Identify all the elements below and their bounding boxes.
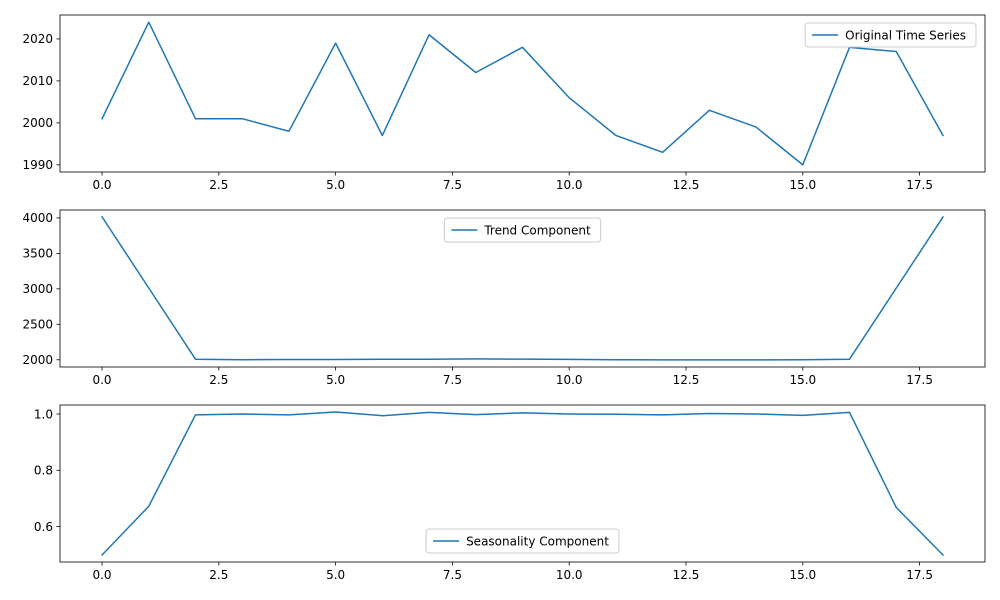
seasonality-y-tick-label: 0.6 bbox=[34, 520, 53, 534]
trend-component-panel: 0.0 2.5 5.0 7.5 10.0 12.5 15.0 17.5 2000 2500 3000… bbox=[22, 209, 986, 387]
trend-series-line bbox=[101, 215, 944, 361]
trend-y-tick-label: 2000 bbox=[22, 353, 53, 367]
seasonality-x-tick-label: 15.0 bbox=[789, 568, 816, 582]
original-x-tick-label: 17.5 bbox=[906, 178, 933, 192]
seasonality-x-tick-label: 10.0 bbox=[556, 568, 583, 582]
seasonality-x-tick-label: 12.5 bbox=[673, 568, 700, 582]
seasonality-x-tick-label: 17.5 bbox=[906, 568, 933, 582]
original-y-tick-label: 1990 bbox=[22, 158, 53, 172]
seasonality-y-tick-label: 0.8 bbox=[34, 464, 53, 478]
trend-y-tick-label: 2500 bbox=[22, 318, 53, 332]
trend-x-tick-label: 10.0 bbox=[556, 373, 583, 387]
original-axes-frame bbox=[59, 14, 986, 173]
trend-x-tick-label: 15.0 bbox=[789, 373, 816, 387]
seasonality-x-tick-label: 0.0 bbox=[92, 568, 111, 582]
original-x-tick-label: 5.0 bbox=[326, 178, 345, 192]
original-y-tick-label: 2020 bbox=[22, 32, 53, 46]
seasonality-component-panel: 0.0 2.5 5.0 7.5 10.0 12.5 15.0 17.5 0.6 0.8 1.0 Sea… bbox=[34, 404, 986, 582]
seasonality-x-tick-label: 5.0 bbox=[326, 568, 345, 582]
original-y-tick-label: 2010 bbox=[22, 74, 53, 88]
original-x-tick-label: 0.0 bbox=[92, 178, 111, 192]
original-y-tick-label: 2000 bbox=[22, 116, 53, 130]
seasonality-legend: Seasonality Component bbox=[425, 528, 620, 554]
original-x-tick-label: 15.0 bbox=[789, 178, 816, 192]
seasonality-x-tick-label: 2.5 bbox=[209, 568, 228, 582]
trend-legend: Trend Component bbox=[443, 217, 602, 243]
seasonality-series-line bbox=[100, 411, 945, 557]
trend-x-tick-label: 17.5 bbox=[906, 373, 933, 387]
seasonality-legend-label: Seasonality Component bbox=[466, 534, 609, 548]
trend-x-tick-label: 5.0 bbox=[326, 373, 345, 387]
trend-x-tick-label: 0.0 bbox=[92, 373, 111, 387]
original-legend-label: Original Time Series bbox=[845, 28, 966, 42]
original-x-tick-label: 12.5 bbox=[673, 178, 700, 192]
trend-x-tick-label: 2.5 bbox=[209, 373, 228, 387]
seasonality-y-tick-label: 1.0 bbox=[34, 407, 53, 421]
original-x-tick-label: 10.0 bbox=[556, 178, 583, 192]
trend-y-tick-label: 3000 bbox=[22, 282, 53, 296]
seasonality-x-tick-label: 7.5 bbox=[443, 568, 462, 582]
trend-y-tick-label: 3500 bbox=[22, 247, 53, 261]
original-legend: Original Time Series bbox=[804, 22, 977, 48]
trend-legend-box bbox=[443, 217, 602, 243]
original-series-panel: 0.0 2.5 5.0 7.5 10.0 12.5 15.0 17.5 1990 2000 2010… bbox=[22, 14, 986, 192]
seasonality-axes-frame bbox=[59, 404, 986, 563]
original-legend-box bbox=[804, 22, 977, 48]
trend-x-tick-label: 12.5 bbox=[673, 373, 700, 387]
original-series-line bbox=[101, 21, 944, 166]
original-x-tick-label: 2.5 bbox=[209, 178, 228, 192]
original-x-tick-label: 7.5 bbox=[443, 178, 462, 192]
trend-y-tick-label: 4000 bbox=[22, 211, 53, 225]
trend-legend-label: Trend Component bbox=[483, 223, 591, 237]
trend-x-tick-label: 7.5 bbox=[443, 373, 462, 387]
seasonality-legend-box bbox=[425, 528, 620, 554]
